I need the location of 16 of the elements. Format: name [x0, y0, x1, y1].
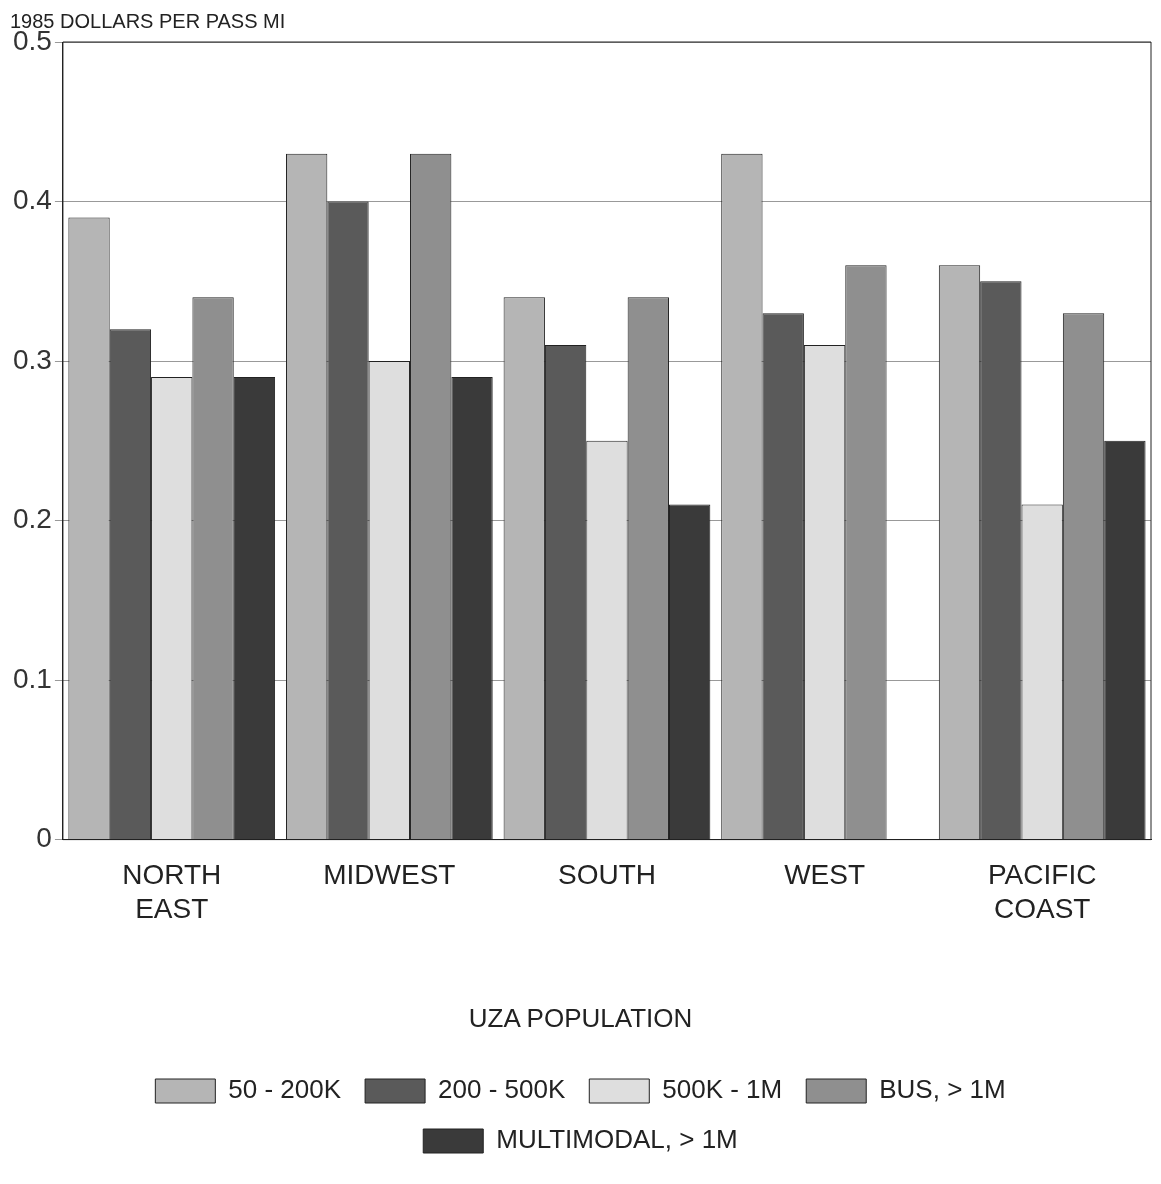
y-tick-label: 0.2	[12, 503, 52, 535]
legend-label: MULTIMODAL, > 1M	[496, 1124, 738, 1155]
y-tick-label: 0	[36, 822, 52, 854]
y-tick-label: 0.1	[12, 662, 52, 694]
x-tick-label: MIDWEST	[323, 859, 456, 891]
y-tick-label: 0.3	[12, 343, 52, 375]
legend-label: 200 - 500K	[438, 1074, 566, 1105]
legend-title: UZA POPULATION	[468, 1002, 693, 1033]
x-tick-label: SOUTH	[557, 859, 656, 891]
legend-label: 500K - 1M	[662, 1074, 783, 1105]
y-tick-label: 0.4	[12, 184, 52, 216]
legend-label: 50 - 200K	[228, 1074, 342, 1105]
x-tick-label: NORTH EAST	[122, 859, 222, 924]
legend-label: BUS, > 1M	[879, 1074, 1006, 1105]
x-tick-label: WEST	[784, 859, 866, 891]
x-tick-label: PACIFIC COAST	[988, 859, 1097, 924]
